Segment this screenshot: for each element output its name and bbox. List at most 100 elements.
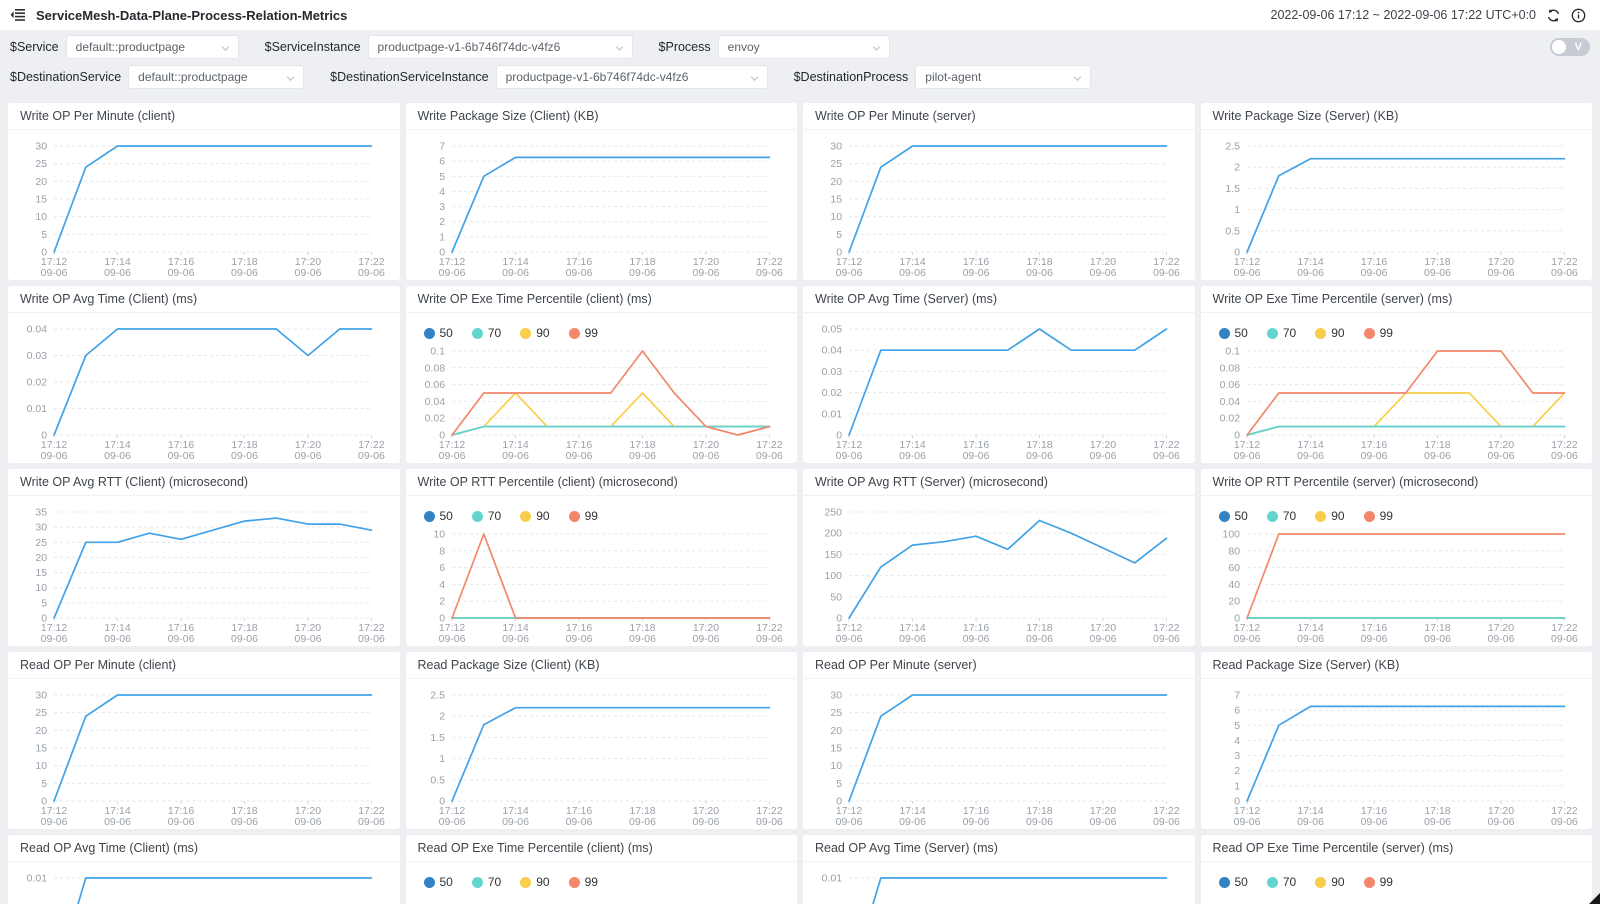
chevron-down-icon	[871, 43, 882, 54]
svg-text:30: 30	[35, 141, 47, 153]
legend-item-p70[interactable]: 70	[1266, 509, 1296, 523]
svg-text:17:18: 17:18	[629, 622, 655, 634]
legend-item-p99[interactable]: 99	[1363, 326, 1393, 340]
legend-item-p99[interactable]: 99	[1363, 509, 1393, 523]
svg-text:09-06: 09-06	[692, 633, 719, 645]
svg-text:0.5: 0.5	[430, 774, 445, 786]
legend-dot	[520, 876, 532, 888]
chart-plot[interactable]: 0123456717:1209-0617:1409-0617:1609-0617…	[1201, 679, 1593, 829]
edit-mode-toggle[interactable]: V	[1550, 38, 1590, 56]
svg-text:09-06: 09-06	[1153, 633, 1180, 645]
legend-item-p90[interactable]: 90	[1315, 875, 1345, 889]
process-select[interactable]: envoy	[717, 35, 890, 59]
chart-plot[interactable]: 00.010.020.030.0417:1209-0617:1409-0617:…	[8, 313, 400, 463]
filter-label-destination-service-instance: $DestinationServiceInstance	[330, 70, 489, 84]
legend-item-p99[interactable]: 99	[568, 509, 598, 523]
legend-item-p50[interactable]: 50	[1218, 509, 1248, 523]
legend-item-p90[interactable]: 90	[520, 326, 550, 340]
svg-text:17:14: 17:14	[899, 439, 925, 451]
legend-item-p70[interactable]: 70	[471, 509, 501, 523]
chart-plot[interactable]: 05101520253017:1209-0617:1409-0617:1609-…	[803, 679, 1195, 829]
legend-item-p90[interactable]: 90	[520, 509, 550, 523]
chart-plot[interactable]: 05101520253017:1209-0617:1409-0617:1609-…	[8, 130, 400, 280]
chart-card: Read OP Per Minute (server) 0 5 10 15 20 25 30 1…	[803, 652, 1195, 829]
legend-item-p90[interactable]: 90	[1315, 509, 1345, 523]
svg-text:0.03: 0.03	[822, 366, 843, 378]
chart-title: Read OP Exe Time Percentile (client) (ms…	[405, 835, 797, 862]
chart-plot[interactable]: 0123456717:1209-0617:1409-0617:1609-0617…	[406, 130, 798, 280]
legend-item-p50[interactable]: 50	[1218, 875, 1248, 889]
legend-item-p50[interactable]: 50	[423, 326, 453, 340]
svg-text:09-06: 09-06	[41, 267, 68, 279]
svg-text:1: 1	[439, 231, 445, 243]
chart-plot[interactable]: 00.010.020.030.040.0517:1209-0617:1409-0…	[803, 313, 1195, 463]
chart-plot[interactable]: 00.020.040.060.080.117:1209-0617:1409-06…	[1201, 343, 1593, 463]
svg-text:09-06: 09-06	[358, 816, 385, 828]
legend-item-p50[interactable]: 50	[1218, 326, 1248, 340]
chart-plot[interactable]: 05101520253017:1209-0617:1409-0617:1609-…	[803, 130, 1195, 280]
chart-plot[interactable]: 024681017:1209-0617:1409-0617:1609-0617:…	[406, 526, 798, 646]
svg-text:09-06: 09-06	[756, 816, 783, 828]
svg-text:17:16: 17:16	[565, 256, 591, 268]
chart-plot[interactable]	[1201, 892, 1593, 904]
svg-text:0.01: 0.01	[822, 873, 843, 885]
chart-plot[interactable]: 0510152025303517:1209-0617:1409-0617:160…	[8, 496, 400, 646]
legend-item-p99[interactable]: 99	[568, 326, 598, 340]
legend-item-p70[interactable]: 70	[1266, 875, 1296, 889]
svg-text:100: 100	[825, 570, 843, 582]
chart-plot[interactable]: 00.511.522.517:1209-0617:1409-0617:1609-…	[1201, 130, 1593, 280]
resize-corner-handle[interactable]	[1589, 893, 1600, 904]
time-range-picker[interactable]: 2022-09-06 17:12 ~ 2022-09-06 17:22 UTC+…	[1271, 8, 1537, 22]
svg-text:09-06: 09-06	[1090, 633, 1117, 645]
legend-item-p90[interactable]: 90	[520, 875, 550, 889]
service-instance-select[interactable]: productpage-v1-6b746f74dc-v4fz6	[367, 35, 633, 59]
svg-text:09-06: 09-06	[1153, 450, 1180, 462]
chart-plot[interactable]: 00.0117:1209-0617:1409-0617:1609-0617:18…	[8, 862, 400, 904]
svg-text:0.02: 0.02	[1219, 413, 1240, 425]
chart-plot[interactable]: 00.511.522.517:1209-0617:1409-0617:1609-…	[406, 679, 798, 829]
legend-item-p50[interactable]: 50	[423, 875, 453, 889]
refresh-icon[interactable]	[1546, 8, 1561, 23]
legend-item-p70[interactable]: 70	[1266, 326, 1296, 340]
svg-text:17:20: 17:20	[692, 439, 718, 451]
legend-item-p90[interactable]: 90	[1315, 326, 1345, 340]
legend-item-p99[interactable]: 99	[568, 875, 598, 889]
svg-text:0: 0	[41, 247, 47, 259]
legend-label: 50	[439, 875, 453, 889]
legend-item-p70[interactable]: 70	[471, 875, 501, 889]
svg-text:17:14: 17:14	[899, 805, 925, 817]
chart-plot[interactable]: 02040608010017:1209-0617:1409-0617:1609-…	[1201, 526, 1593, 646]
svg-text:60: 60	[1228, 562, 1240, 574]
svg-text:2.5: 2.5	[1225, 141, 1240, 153]
filter-label-service-instance: $ServiceInstance	[264, 40, 361, 54]
svg-text:1: 1	[1234, 780, 1240, 792]
legend-item-p70[interactable]: 70	[471, 326, 502, 340]
svg-text:17:20: 17:20	[1090, 805, 1116, 817]
filter-bar: $Service default::productpage $ServiceInst…	[0, 30, 1600, 97]
chart-card: Write Package Size (Server) (KB) 0 0.5 1 1.5…	[1200, 103, 1593, 280]
page-title: ServiceMesh-Data-Plane-Process-Relation-…	[36, 7, 348, 23]
info-icon[interactable]	[1571, 8, 1586, 23]
legend-item-p50[interactable]: 50	[423, 509, 453, 523]
svg-text:09-06: 09-06	[963, 633, 990, 645]
destination-service-select[interactable]: default::productpage	[128, 65, 305, 89]
svg-text:09-06: 09-06	[168, 816, 195, 828]
legend-label: 70	[487, 326, 502, 340]
svg-text:17:18: 17:18	[1026, 439, 1052, 451]
chart-card: Write OP RTT Percentile (client) (micros…	[405, 469, 798, 646]
svg-text:09-06: 09-06	[231, 816, 258, 828]
chart-plot[interactable]: 05101520253017:1209-0617:1409-0617:1609-…	[8, 679, 400, 829]
service-select[interactable]: default::productpage	[65, 35, 239, 59]
legend-item-p99[interactable]: 99	[1363, 875, 1393, 889]
chevron-down-icon	[614, 43, 625, 54]
svg-text:09-06: 09-06	[104, 267, 131, 279]
chart-plot[interactable]: 05010015020025017:1209-0617:1409-0617:16…	[803, 496, 1195, 646]
chart-plot[interactable]: 00.0117:1209-0617:1409-0617:1609-0617:18…	[803, 862, 1195, 904]
destination-process-select[interactable]: pilot-agent	[915, 65, 1092, 89]
collapse-menu-icon[interactable]	[10, 8, 26, 22]
chart-plot[interactable]: 00.020.040.060.080.117:1209-0617:1409-06…	[406, 343, 798, 463]
chart-plot[interactable]	[406, 892, 798, 904]
svg-text:0.04: 0.04	[27, 324, 48, 336]
destination-service-instance-select[interactable]: productpage-v1-6b746f74dc-v4fz6	[495, 65, 768, 89]
chart-card: Write OP Per Minute (server) 0 5 10 15 20 25 30…	[803, 103, 1195, 280]
